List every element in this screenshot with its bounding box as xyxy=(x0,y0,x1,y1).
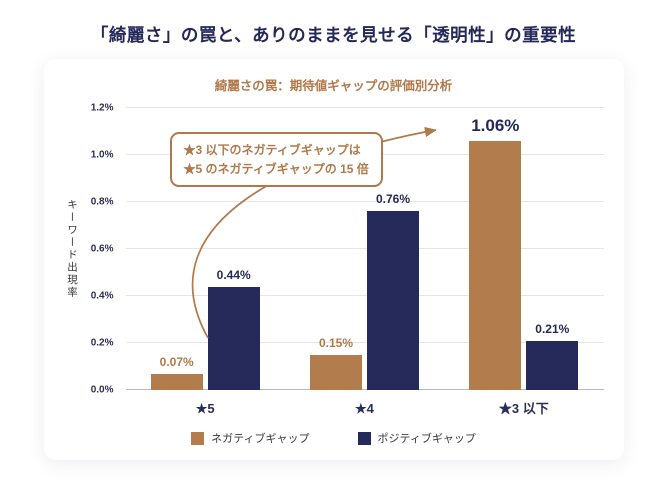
bar-negative-0[interactable] xyxy=(150,373,203,390)
bar-value-label: 0.15% xyxy=(318,335,353,350)
bar-positive-1[interactable] xyxy=(366,211,419,390)
chart-title: 綺麗さの罠：期待値ギャップの評価別分析 xyxy=(214,79,453,93)
bar-column: 0.21% xyxy=(526,108,579,390)
bar-column: 0.07% xyxy=(150,108,203,390)
bar-positive-2[interactable] xyxy=(526,340,579,390)
legend: ネガティブギャップ ポジティブギャップ xyxy=(64,430,604,446)
chart-body: キーワード出現率 0.0% 0.2% 0.4% 0.6% 0.8% 1.0% 1.2% ★3… xyxy=(64,103,604,416)
x-axis-line xyxy=(125,389,604,390)
bar-positive-0[interactable] xyxy=(207,286,260,390)
y-tick-label: 0.0% xyxy=(90,384,114,396)
gridline xyxy=(125,342,604,343)
y-tick-label: 0.8% xyxy=(90,196,114,208)
page-title: 「綺麗さ」の罠と、ありのままを見せる「透明性」の重要性 xyxy=(90,25,577,45)
y-tick-label: 0.6% xyxy=(90,243,114,255)
y-tick-label: 0.4% xyxy=(90,290,114,302)
legend-swatch xyxy=(357,431,371,445)
gridline xyxy=(125,107,604,108)
y-tick-label: 1.0% xyxy=(90,149,114,161)
bar-value-label: 0.76% xyxy=(375,192,410,207)
legend-item: ネガティブギャップ xyxy=(191,430,310,446)
x-axis-label: ★3 以下 xyxy=(498,401,549,416)
bar-group: 1.06% 0.21% ★3 以下 xyxy=(469,108,579,416)
x-axis-label: ★4 xyxy=(355,401,374,416)
y-tick-label: 0.2% xyxy=(90,337,114,349)
annotation-callout: ★3 以下のネガティブギャップは ★5 のネガティブギャップの 15 倍 xyxy=(169,132,383,188)
y-axis-ticks: 0.0% 0.2% 0.4% 0.6% 0.8% 1.0% 1.2% xyxy=(82,103,118,396)
bar-value-label: 0.44% xyxy=(216,267,251,282)
bar-negative-2[interactable] xyxy=(469,140,522,390)
annotation-line-2: ★5 のネガティブギャップの 15 倍 xyxy=(183,161,369,176)
legend-item: ポジティブギャップ xyxy=(357,430,476,446)
annotation-line-1: ★3 以下のネガティブギャップは xyxy=(183,143,361,157)
bar-value-label: 1.06% xyxy=(471,115,520,135)
legend-label: ポジティブギャップ xyxy=(377,433,476,445)
plot-area: ★3 以下のネガティブギャップは ★5 のネガティブギャップの 15 倍 0.0… xyxy=(125,107,604,416)
bar-column: 0.15% xyxy=(309,108,362,390)
bar-value-label: 0.21% xyxy=(535,321,570,336)
bar-column: 1.06% xyxy=(469,108,522,390)
legend-label: ネガティブギャップ xyxy=(211,433,310,445)
bar-value-label: 0.07% xyxy=(159,354,194,369)
y-tick-label: 1.2% xyxy=(90,102,114,114)
x-axis-label: ★5 xyxy=(195,401,215,416)
y-axis-label-column: キーワード出現率 xyxy=(64,108,82,390)
y-axis-title: キーワード出現率 xyxy=(66,199,78,299)
bar-negative-1[interactable] xyxy=(309,354,362,390)
chart-card: 綺麗さの罠：期待値ギャップの評価別分析 キーワード出現率 0.0% 0.2% 0.4… xyxy=(43,59,624,460)
legend-swatch xyxy=(191,431,205,445)
